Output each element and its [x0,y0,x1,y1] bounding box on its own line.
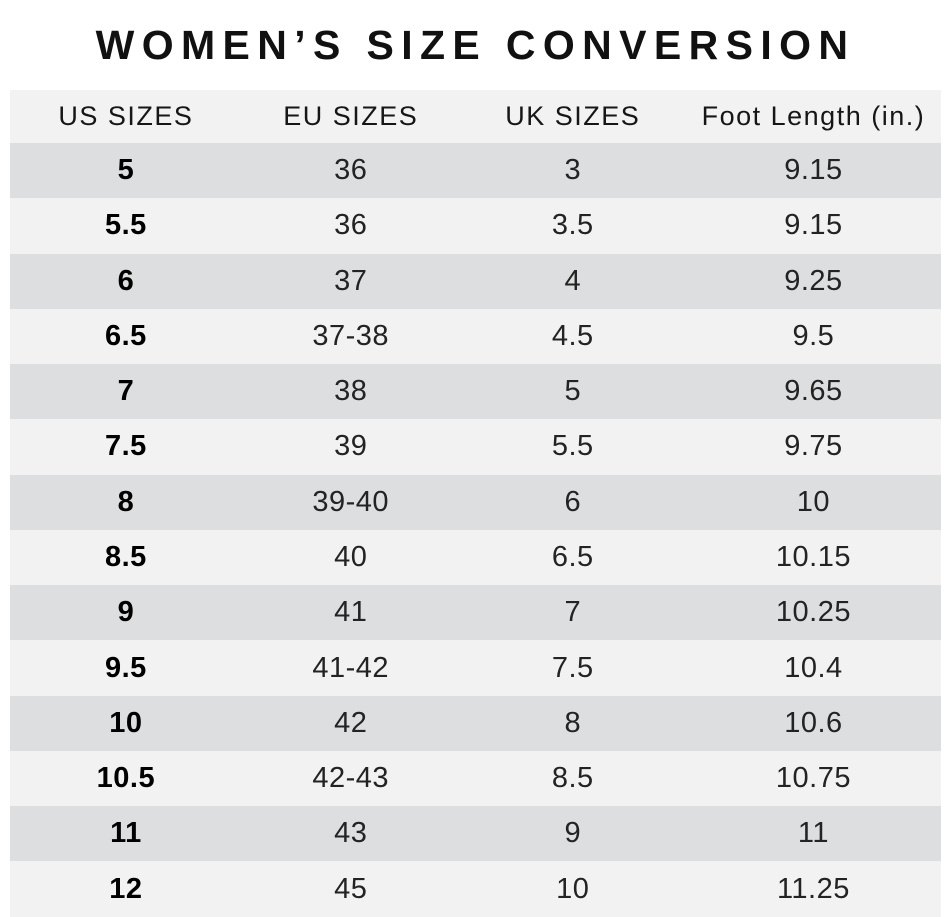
cell-us-size: 9 [117,596,135,629]
table-row: 8.5 40 6.5 10.15 [10,529,941,586]
cell-foot-length: 11.25 [776,872,850,905]
cell-uk-size: 8 [564,706,582,739]
cell-us-size: 6 [117,264,135,297]
table-row: 6 37 4 9.25 [10,253,941,309]
cell-uk-size: 7.5 [551,651,594,684]
table-header-row: US SIZES EU SIZES UK SIZES Foot Length (… [10,90,941,143]
cell-foot-length: 10.25 [775,596,851,629]
cell-us-size: 5.5 [104,209,147,242]
cell-eu-size: 38 [334,375,368,408]
cell-foot-length: 9.75 [784,430,843,463]
cell-uk-size: 7 [564,596,582,629]
table-row: 8 39-40 6 10 [10,474,941,530]
cell-foot-length: 9.65 [784,375,843,408]
cell-uk-size: 6.5 [551,540,594,573]
cell-uk-size: 5 [564,375,582,408]
cell-eu-size: 41-42 [312,651,390,684]
cell-foot-length: 10.15 [775,540,851,573]
table-row: 7 38 5 9.65 [10,364,941,420]
cell-uk-size: 9 [564,817,582,850]
page-title: WOMEN’S SIZE CONVERSION [95,21,856,68]
cell-uk-size: 3 [564,154,582,187]
cell-foot-length: 10.75 [775,762,851,795]
cell-us-size: 9.5 [104,651,147,684]
cell-foot-length: 10.4 [784,651,843,684]
column-header-foot-length: Foot Length (in.) [701,101,926,131]
cell-uk-size: 8.5 [551,762,594,795]
cell-foot-length: 9.15 [784,154,843,187]
cell-eu-size: 40 [334,540,368,573]
cell-eu-size: 39 [334,430,368,463]
cell-us-size: 10 [109,706,143,739]
cell-uk-size: 5.5 [551,430,594,463]
cell-eu-size: 36 [334,154,368,187]
cell-us-size: 5 [117,154,135,187]
column-header-eu-sizes: EU SIZES [283,101,419,131]
cell-foot-length: 10.6 [784,706,843,739]
cell-eu-size: 36 [334,209,368,242]
table-row: 12 45 10 11.25 [10,861,941,917]
cell-eu-size: 37-38 [312,319,390,352]
table-body: 5 36 3 9.15 5.5 36 3.5 9.15 6 37 4 9.25 6.5 37-38 4.5 9… [10,143,941,917]
table-row: 5.5 36 3.5 9.15 [10,198,941,254]
table-row: 5 36 3 9.15 [10,143,941,199]
cell-eu-size: 39-40 [312,485,390,518]
table-row: 10.5 42-43 8.5 10.75 [10,750,941,807]
cell-foot-length: 9.25 [784,264,843,297]
cell-eu-size: 37 [334,264,368,297]
title-area: WOMEN’S SIZE CONVERSION [0,0,951,90]
cell-foot-length: 9.15 [784,209,843,242]
table-row: 7.5 39 5.5 9.75 [10,419,941,475]
cell-us-size: 7 [117,375,135,408]
cell-us-size: 8 [117,485,135,518]
cell-eu-size: 42 [334,706,368,739]
table-row: 9.5 41-42 7.5 10.4 [10,640,941,696]
cell-us-size: 6.5 [104,319,147,352]
cell-foot-length: 9.5 [792,319,835,352]
cell-eu-size: 45 [334,872,368,905]
cell-uk-size: 4 [564,264,582,297]
column-header-us-sizes: US SIZES [58,101,194,131]
table-row: 9 41 7 10.25 [10,585,941,641]
cell-us-size: 11 [110,817,142,850]
cell-eu-size: 42-43 [312,762,390,795]
cell-uk-size: 6 [564,485,582,518]
cell-us-size: 10.5 [96,762,156,795]
size-conversion-table: US SIZES EU SIZES UK SIZES Foot Length (… [10,90,941,917]
cell-uk-size: 10 [556,872,590,905]
cell-eu-size: 43 [334,817,368,850]
cell-us-size: 8.5 [104,540,147,573]
table-row: 11 43 9 11 [10,806,941,862]
column-header-uk-sizes: UK SIZES [505,101,641,131]
cell-uk-size: 4.5 [551,319,594,352]
cell-uk-size: 3.5 [551,209,594,242]
cell-us-size: 7.5 [104,430,147,463]
table-row: 10 42 8 10.6 [10,695,941,751]
cell-foot-length: 10 [796,485,831,518]
table-row: 6.5 37-38 4.5 9.5 [10,308,941,365]
cell-eu-size: 41 [334,596,368,629]
cell-foot-length: 11 [797,817,829,850]
cell-us-size: 12 [109,872,143,905]
